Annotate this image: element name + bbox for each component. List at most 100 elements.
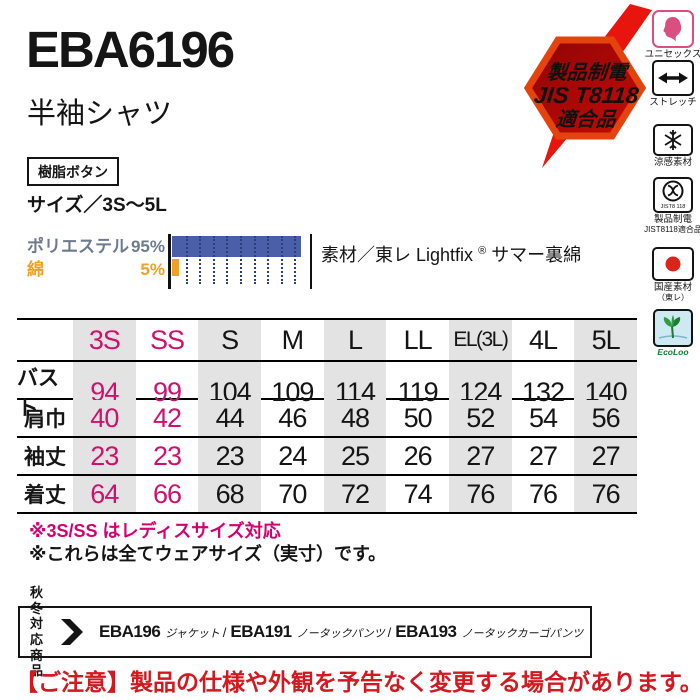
table-cell: 56 xyxy=(574,400,637,436)
antistatic-label-line2: JIST8118適合品 xyxy=(644,224,700,234)
table-cell: 76 xyxy=(574,476,637,512)
composition-bar xyxy=(172,259,179,276)
domestic-label-line1: 国産素材 xyxy=(653,282,692,293)
ladies-size-note: ※3S/SS はレディスサイズ対応 xyxy=(29,521,281,541)
table-cell: 54 xyxy=(528,402,558,433)
table-row: 袖丈 23 23 23 24 25 26 27 27 27 xyxy=(17,438,637,476)
table-cell: 24 xyxy=(278,440,307,471)
feature-stretch: ストレッチ xyxy=(646,60,700,109)
composition-label: 綿 5% xyxy=(27,260,165,279)
column-header: EL(3L) xyxy=(449,320,512,360)
related-item-separator: / xyxy=(222,625,227,640)
table-cell: 23 xyxy=(152,440,182,471)
table-cell: 26 xyxy=(403,440,433,471)
change-notice: 【ご注意】製品の仕様や外観を予告なく変更する場合があります。 xyxy=(15,669,700,695)
table-row-label: 着丈 xyxy=(24,484,66,507)
column-header: S xyxy=(198,320,261,360)
bar-tick xyxy=(185,236,188,284)
related-item-name: ジャケット xyxy=(165,628,220,640)
table-cell: 25 xyxy=(323,438,387,474)
bar-area xyxy=(172,236,308,287)
related-products-box: 秋冬対応 商品 EBA196 ジャケット / EBA191 ノータックパンツ / EBA19… xyxy=(18,585,592,678)
related-category: 秋冬対応 商品 xyxy=(30,585,43,679)
table-corner-cell xyxy=(17,320,73,360)
chevron-right-icon xyxy=(61,619,84,645)
table-cell: 40 xyxy=(73,400,136,436)
table-cell: 70 xyxy=(278,478,307,509)
related-item-name: ノータックパンツ xyxy=(296,628,385,640)
table-cell: 27 xyxy=(528,440,558,471)
column-header: M xyxy=(281,324,304,355)
stretch-label: ストレッチ xyxy=(649,97,697,108)
fabric-suffix: サマー裏綿 xyxy=(491,245,582,265)
table-cell: 27 xyxy=(449,438,512,474)
fabric-prefix: 素材／東レ Lightfix xyxy=(321,245,474,265)
domestic-label-line2: （東レ） xyxy=(656,292,689,302)
badge-line3: 適合品 xyxy=(555,108,618,131)
table-cell: 64 xyxy=(73,476,136,512)
composition-bar-chart xyxy=(168,234,312,289)
table-cell: 68 xyxy=(198,476,261,512)
table-cell: 42 xyxy=(152,402,182,433)
jis-antistatic-icon: JIST8 118 xyxy=(653,177,693,213)
product-name: 半袖シャツ xyxy=(27,98,173,130)
bar-tick xyxy=(226,236,229,284)
snowflake-icon xyxy=(653,124,693,156)
unisex-label: ユニセックス xyxy=(644,49,700,60)
related-item-code: EBA196 xyxy=(99,622,161,641)
table-cell: 23 xyxy=(73,438,136,474)
table-cell: 99 xyxy=(152,376,182,407)
feature-domestic: 国産素材 （東レ） xyxy=(646,247,700,303)
related-items: EBA196 ジャケット / EBA191 ノータックパンツ / EBA193 ノータックカー… xyxy=(99,622,586,642)
table-row: バスト 94 99 104 109 114 119 124 132 140 xyxy=(17,362,637,422)
column-header: 4L xyxy=(528,324,558,355)
table-cell: 132 xyxy=(521,376,565,407)
related-item-code: EBA191 xyxy=(230,622,292,641)
bar-tick xyxy=(240,236,242,284)
table-cell: 74 xyxy=(403,478,433,509)
eco-plant-icon xyxy=(653,309,693,347)
table-cell: 44 xyxy=(198,400,261,436)
table-row: 肩巾 40 42 44 46 48 50 52 54 56 xyxy=(17,400,637,438)
jis-box-text: JIST8 118 xyxy=(661,204,686,210)
eco-label: EcoLoo xyxy=(657,347,689,357)
size-table: 3S SS S M L LL EL(3L) 4L 5L バスト 94 99 104 109 114 119 12… xyxy=(17,318,637,514)
column-header: L xyxy=(323,320,387,360)
table-cell: 50 xyxy=(403,402,433,433)
related-category-line2: 商品 xyxy=(30,647,44,679)
antistatic-label-line1: 製品制電 xyxy=(653,214,692,225)
cool-material-label: 涼感素材 xyxy=(653,157,692,168)
bar-tick xyxy=(280,236,283,284)
antistatic-label: 製品制電 JIST8118適合品 xyxy=(644,214,700,235)
table-cell: 23 xyxy=(198,438,261,474)
bar-tick xyxy=(267,236,270,284)
bar-left-rule xyxy=(168,234,171,289)
antistatic-badge: 製品制電 JIS T8118 適合品 xyxy=(523,4,652,168)
wear-size-note: ※これらは全てウェアサイズ（実寸）です。 xyxy=(29,544,387,564)
table-cell: 76 xyxy=(449,476,512,512)
table-cell: 27 xyxy=(574,438,637,474)
table-cell: 48 xyxy=(323,400,387,436)
table-row-label: 袖丈 xyxy=(24,446,66,469)
related-item-separator: / xyxy=(387,625,392,640)
table-header-row: 3S SS S M L LL EL(3L) 4L 5L xyxy=(17,320,637,362)
domestic-label: 国産素材 （東レ） xyxy=(653,282,692,303)
composition-label: ポリエステル 95% xyxy=(27,237,165,256)
table-cell: 76 xyxy=(528,478,558,509)
related-item-name: ノータックカーゴパンツ xyxy=(461,628,584,640)
stretch-icon xyxy=(652,60,694,96)
unisex-icon xyxy=(652,10,694,48)
table-cell: 52 xyxy=(449,400,512,436)
table-row-label: バスト xyxy=(17,367,59,420)
badge-line1: 製品制電 xyxy=(546,61,631,84)
feature-cool: 涼感素材 xyxy=(646,124,700,169)
product-code: EBA6196 xyxy=(26,21,235,78)
table-cell: 46 xyxy=(278,402,307,433)
table-row-label: 肩巾 xyxy=(24,408,66,431)
japan-flag-icon xyxy=(652,247,694,281)
size-notes: ※3S/SS はレディスサイズ対応 ※これらは全てウェアサイズ（実寸）です。 xyxy=(29,520,386,566)
column-header: SS xyxy=(149,324,185,355)
fabric-description: 素材／東レ Lightfix ® サマー裏綿 xyxy=(321,241,581,267)
table-cell: 119 xyxy=(397,376,439,407)
